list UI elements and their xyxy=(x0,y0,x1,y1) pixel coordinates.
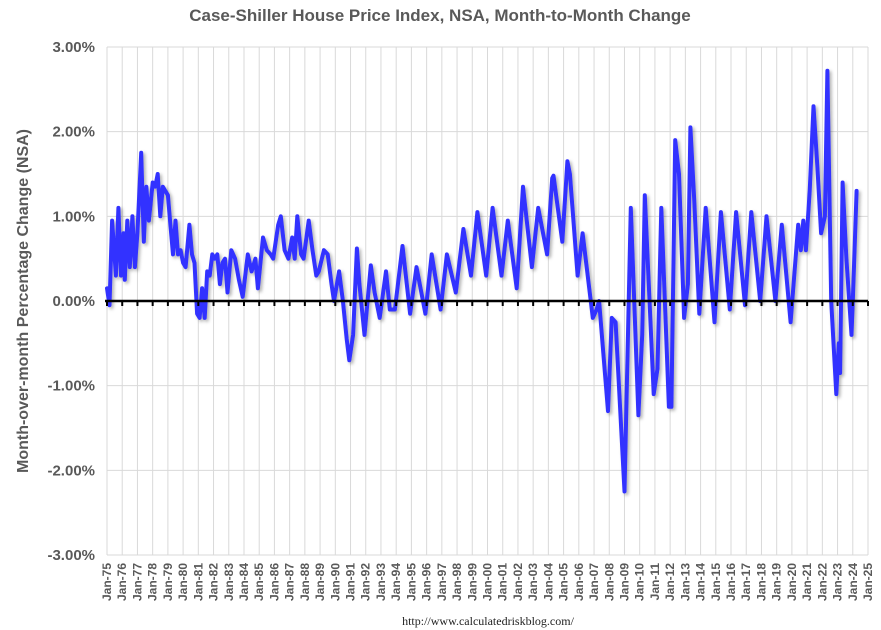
y-tick-label: -1.00% xyxy=(47,378,95,395)
x-tick-label: Jan-00 xyxy=(481,563,495,601)
x-tick-label: Jan-83 xyxy=(222,563,236,601)
x-tick-label: Jan-94 xyxy=(389,563,403,601)
x-tick-label: Jan-09 xyxy=(617,563,631,601)
y-tick-label: -2.00% xyxy=(47,462,95,479)
x-tick-label: Jan-88 xyxy=(298,563,312,601)
x-tick-label: Jan-21 xyxy=(800,563,814,601)
x-tick-label: Jan-01 xyxy=(496,563,510,601)
source-text: http://www.calculatedriskblog.com/ xyxy=(402,614,575,628)
x-tick-label: Jan-97 xyxy=(435,563,449,601)
x-tick-label: Jan-08 xyxy=(602,563,616,601)
y-tick-labels: -3.00% -2.00% -1.00% 0.00% 1.00% 2.00% 3.00% xyxy=(47,39,95,564)
y-axis-label: Month-over-month Percentage Change (NSA) xyxy=(15,129,32,473)
x-tick-label: Jan-78 xyxy=(146,563,160,601)
x-tick-label: Jan-05 xyxy=(557,563,571,601)
series-line-group xyxy=(105,68,859,494)
x-tick-label: Jan-89 xyxy=(313,563,327,601)
x-tick-label: Jan-16 xyxy=(724,563,738,601)
x-tick-label: Jan-07 xyxy=(587,563,601,601)
x-tick-label: Jan-99 xyxy=(465,563,479,601)
x-tick-label: Jan-96 xyxy=(420,563,434,601)
series-line xyxy=(105,68,859,494)
x-tick-label: Jan-04 xyxy=(541,563,555,601)
x-tick-label: Jan-17 xyxy=(739,563,753,601)
x-tick-label: Jan-18 xyxy=(754,563,768,601)
x-tick-label: Jan-02 xyxy=(511,563,525,601)
y-tick-label: 2.00% xyxy=(52,124,95,141)
x-tick-label: Jan-03 xyxy=(526,563,540,601)
x-tick-label: Jan-06 xyxy=(572,563,586,601)
x-tick-label: Jan-25 xyxy=(861,563,875,601)
x-tick-label: Jan-12 xyxy=(663,563,677,601)
x-tick-label: Jan-15 xyxy=(709,563,723,601)
x-tick-label: Jan-76 xyxy=(115,563,129,601)
x-tick-label: Jan-13 xyxy=(678,563,692,601)
x-tick-label: Jan-75 xyxy=(100,563,114,601)
x-tick-label: Jan-77 xyxy=(130,563,144,601)
x-tick-label: Jan-87 xyxy=(283,563,297,601)
chart-title: Case-Shiller House Price Index, NSA, Mon… xyxy=(189,6,691,25)
x-tick-label: Jan-91 xyxy=(344,563,358,601)
x-tick-label: Jan-85 xyxy=(252,563,266,601)
x-tick-label: Jan-98 xyxy=(450,563,464,601)
x-tick-label: Jan-95 xyxy=(404,563,418,601)
x-tick-label: Jan-11 xyxy=(648,563,662,601)
x-tick-label: Jan-19 xyxy=(770,563,784,601)
y-tick-label: -3.00% xyxy=(47,547,95,564)
y-tick-label: 1.00% xyxy=(52,208,95,225)
x-tick-label: Jan-10 xyxy=(633,563,647,601)
x-tick-label: Jan-90 xyxy=(328,563,342,601)
x-tick-label: Jan-23 xyxy=(831,563,845,601)
x-tick-label: Jan-86 xyxy=(267,563,281,601)
x-tick-label: Jan-92 xyxy=(359,563,373,601)
x-tick-label: Jan-80 xyxy=(176,563,190,601)
zero-line-group xyxy=(105,299,869,306)
x-tick-label: Jan-93 xyxy=(374,563,388,601)
y-tick-label: 0.00% xyxy=(52,293,95,310)
x-tick-label: Jan-79 xyxy=(161,563,175,601)
x-tick-label: Jan-82 xyxy=(207,563,221,601)
y-tick-label: 3.00% xyxy=(52,39,95,56)
x-tick-label: Jan-81 xyxy=(191,563,205,601)
x-tick-label: Jan-14 xyxy=(694,563,708,601)
x-tick-label: Jan-84 xyxy=(237,563,251,601)
x-tick-label: Jan-22 xyxy=(815,563,829,601)
x-tick-labels: Jan-75 Jan-76 Jan-77 Jan-78 Jan-79 Jan-80 Jan-… xyxy=(100,563,875,601)
x-tick-label: Jan-20 xyxy=(785,563,799,601)
x-tick-label: Jan-24 xyxy=(846,563,860,601)
